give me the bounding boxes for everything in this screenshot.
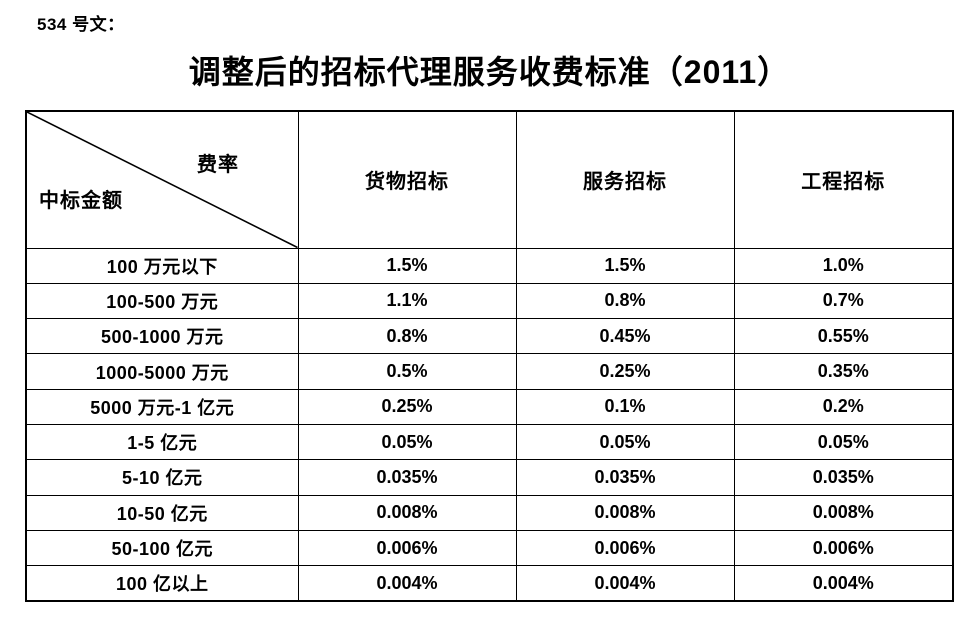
- table-cell: 0.035%: [733, 459, 954, 496]
- corner-header-cell: 费率 中标金额: [25, 110, 299, 249]
- table-cell: 0.008%: [515, 494, 735, 531]
- table-cell: 0.035%: [515, 459, 735, 496]
- table-cell: 0.004%: [515, 565, 735, 602]
- row-label: 100-500 万元: [25, 282, 299, 320]
- table-row: 1000-5000 万元 0.5% 0.25% 0.35%: [25, 353, 954, 390]
- column-header-goods: 货物招标: [297, 110, 517, 249]
- page-title: 调整后的招标代理服务收费标准（2011）: [188, 54, 791, 90]
- table-cell: 0.5%: [297, 353, 517, 390]
- table-cell: 0.1%: [515, 388, 735, 425]
- column-header-engineering: 工程招标: [733, 110, 954, 249]
- table-cell: 0.05%: [297, 423, 517, 461]
- table-cell: 0.2%: [733, 388, 954, 425]
- table-cell: 0.35%: [733, 353, 954, 390]
- table-cell: 0.25%: [297, 388, 517, 425]
- table-header: 费率 中标金额 货物招标 服务招标 工程招标: [25, 110, 954, 249]
- table-cell: 0.8%: [515, 282, 735, 320]
- row-label: 100 万元以下: [25, 247, 299, 284]
- column-header-service: 服务招标: [515, 110, 735, 249]
- table-cell: 1.5%: [515, 247, 735, 284]
- table-cell: 1.5%: [297, 247, 517, 284]
- header-row: 费率 中标金额 货物招标 服务招标 工程招标: [25, 110, 954, 249]
- row-label: 10-50 亿元: [25, 494, 299, 531]
- table-cell: 0.006%: [515, 529, 735, 567]
- table-cell: 0.006%: [733, 529, 954, 567]
- table-cell: 0.035%: [297, 459, 517, 496]
- doc-number-label: 534 号文：: [37, 15, 125, 34]
- fee-rate-table: 费率 中标金额 货物招标 服务招标 工程招标 100 万元以下 1.5% 1.5…: [25, 110, 954, 602]
- row-label: 5000 万元-1 亿元: [25, 388, 299, 425]
- table-body: 100 万元以下 1.5% 1.5% 1.0% 100-500 万元 1.1% …: [25, 247, 954, 602]
- table-cell: 1.0%: [733, 247, 954, 284]
- table-cell: 0.45%: [515, 318, 735, 355]
- table-row: 5-10 亿元 0.035% 0.035% 0.035%: [25, 459, 954, 496]
- row-label: 100 亿以上: [25, 565, 299, 602]
- table-cell: 0.004%: [733, 565, 954, 602]
- table-row: 100-500 万元 1.1% 0.8% 0.7%: [25, 282, 954, 320]
- table-cell: 0.004%: [297, 565, 517, 602]
- table-cell: 1.1%: [297, 282, 517, 320]
- table-cell: 0.25%: [515, 353, 735, 390]
- table-row: 500-1000 万元 0.8% 0.45% 0.55%: [25, 318, 954, 355]
- diagonal-divider-line: [27, 112, 297, 247]
- corner-label-amount: 中标金额: [39, 190, 123, 212]
- table-row: 1-5 亿元 0.05% 0.05% 0.05%: [25, 423, 954, 461]
- table-cell: 0.008%: [297, 494, 517, 531]
- row-label: 1000-5000 万元: [25, 353, 299, 390]
- table-row: 100 万元以下 1.5% 1.5% 1.0%: [25, 247, 954, 284]
- table-cell: 0.7%: [733, 282, 954, 320]
- table-row: 100 亿以上 0.004% 0.004% 0.004%: [25, 565, 954, 602]
- table-cell: 0.05%: [515, 423, 735, 461]
- table-cell: 0.006%: [297, 529, 517, 567]
- row-label: 500-1000 万元: [25, 318, 299, 355]
- table-cell: 0.55%: [733, 318, 954, 355]
- corner-label-rate: 费率: [197, 154, 239, 176]
- row-label: 5-10 亿元: [25, 459, 299, 496]
- row-label: 1-5 亿元: [25, 423, 299, 461]
- table-cell: 0.008%: [733, 494, 954, 531]
- table-cell: 0.8%: [297, 318, 517, 355]
- table-cell: 0.05%: [733, 423, 954, 461]
- table-row: 50-100 亿元 0.006% 0.006% 0.006%: [25, 529, 954, 567]
- table-row: 10-50 亿元 0.008% 0.008% 0.008%: [25, 494, 954, 531]
- table-row: 5000 万元-1 亿元 0.25% 0.1% 0.2%: [25, 388, 954, 425]
- row-label: 50-100 亿元: [25, 529, 299, 567]
